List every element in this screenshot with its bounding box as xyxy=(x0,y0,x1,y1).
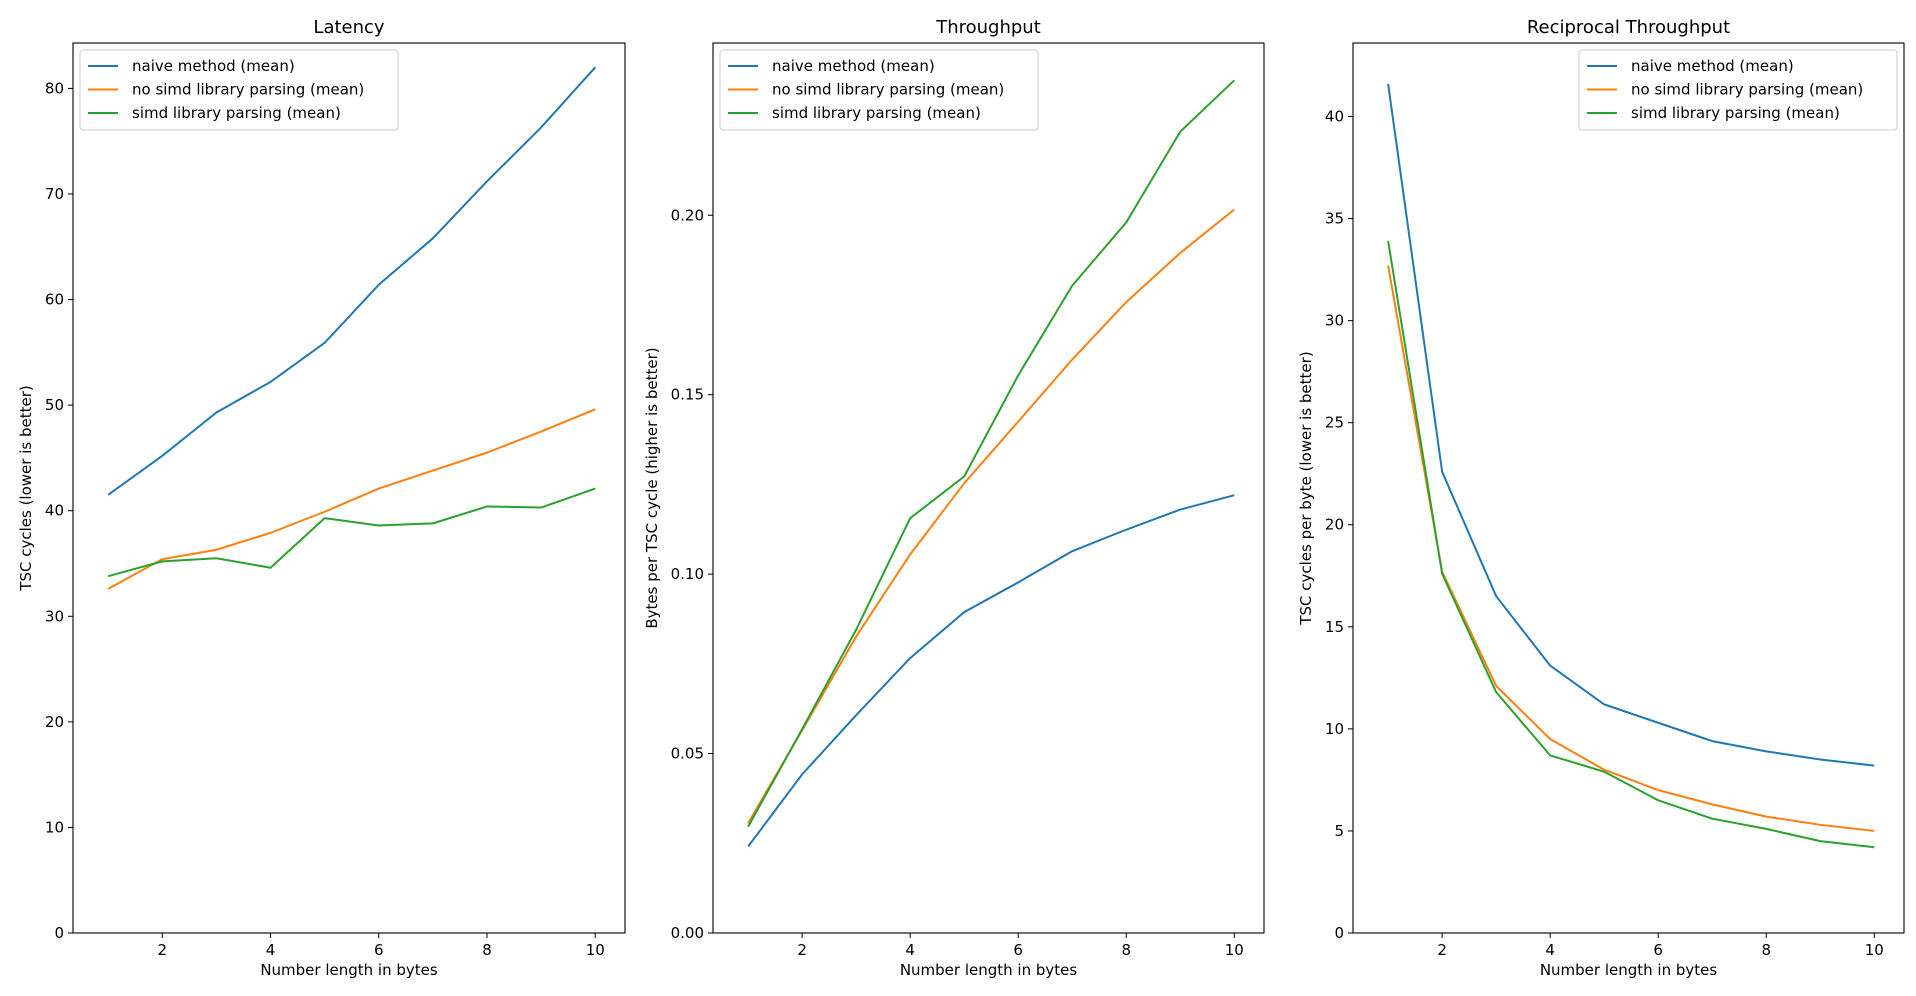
y-tick-label: 25 xyxy=(1325,414,1344,432)
x-tick-label: 10 xyxy=(1225,941,1244,959)
y-axis-label: TSC cycles per byte (lower is better) xyxy=(1297,351,1315,625)
y-tick-label: 40 xyxy=(45,502,64,520)
x-tick-label: 6 xyxy=(1653,941,1663,959)
legend: naive method (mean) no simd library parsi… xyxy=(719,49,1039,131)
legend: naive method (mean) no simd library parsi… xyxy=(79,49,399,131)
x-axis-label: Number length in bytes xyxy=(260,961,438,979)
legend-label-1: naive method (mean) xyxy=(772,57,935,75)
x-tick-label: 8 xyxy=(1761,941,1771,959)
x-tick-label: 4 xyxy=(905,941,915,959)
y-tick-label: 35 xyxy=(1325,210,1344,228)
series-line-1 xyxy=(107,66,596,496)
series-line-2 xyxy=(747,208,1235,824)
plot-frame xyxy=(72,42,626,934)
legend-box xyxy=(719,49,1039,131)
series-line-3 xyxy=(1387,240,1875,849)
chart-title: Throughput xyxy=(935,17,1041,38)
y-tick-label: 0 xyxy=(54,924,64,942)
y-tick-label: 0 xyxy=(1334,924,1344,942)
y-tick-label: 5 xyxy=(1334,822,1344,840)
x-tick-label: 4 xyxy=(1545,941,1555,959)
series-line-3 xyxy=(747,79,1235,828)
x-tick-label: 10 xyxy=(1865,941,1884,959)
series-line-2 xyxy=(107,408,596,590)
legend-label-2: no simd library parsing (mean) xyxy=(1631,81,1863,99)
x-tick-label: 4 xyxy=(266,941,276,959)
legend-label-2: no simd library parsing (mean) xyxy=(772,81,1004,99)
x-tick-label: 8 xyxy=(1121,941,1131,959)
y-tick-label: 20 xyxy=(45,713,64,731)
y-tick-label: 60 xyxy=(45,291,64,309)
x-tick-label: 6 xyxy=(374,941,384,959)
x-tick-label: 2 xyxy=(1437,941,1447,959)
legend-label-1: naive method (mean) xyxy=(132,57,295,75)
x-tick-label: 6 xyxy=(1013,941,1023,959)
plot-frame xyxy=(712,42,1265,934)
y-tick-label: 0.20 xyxy=(671,206,704,224)
y-tick-label: 50 xyxy=(45,396,64,414)
y-tick-label: 20 xyxy=(1325,516,1344,534)
chart-panel-3: Reciprocal Throughput 2 4 6 8 10 0 5 10 15 20 25 30 3… xyxy=(1297,17,1905,979)
chart-title: Reciprocal Throughput xyxy=(1527,17,1730,38)
plot-frame xyxy=(1352,42,1905,934)
y-tick-label: 40 xyxy=(1325,107,1344,125)
y-tick-label: 0.15 xyxy=(671,386,704,404)
legend: naive method (mean) no simd library parsi… xyxy=(1578,49,1898,131)
y-axis-label: TSC cycles (lower is better) xyxy=(17,385,35,591)
series-line-1 xyxy=(1387,83,1875,767)
legend-box xyxy=(79,49,399,131)
x-axis-label: Number length in bytes xyxy=(1540,961,1718,979)
y-tick-label: 15 xyxy=(1325,618,1344,636)
chart-panel-1: Latency 2 4 6 8 10 0 10 20 30 40 50 60 70 80 Number len… xyxy=(17,17,626,979)
y-tick-label: 0.10 xyxy=(671,565,704,583)
legend-label-2: no simd library parsing (mean) xyxy=(132,81,364,99)
y-tick-label: 0.00 xyxy=(671,924,704,942)
chart-panel-2: Throughput 2 4 6 8 10 0.00 0.05 0.10 0.15 0.20 Numb… xyxy=(643,17,1265,979)
x-tick-label: 8 xyxy=(482,941,492,959)
y-tick-label: 10 xyxy=(1325,720,1344,738)
x-tick-label: 2 xyxy=(797,941,807,959)
x-axis-label: Number length in bytes xyxy=(900,961,1078,979)
y-tick-label: 10 xyxy=(45,818,64,836)
legend-label-3: simd library parsing (mean) xyxy=(772,104,981,122)
y-tick-label: 30 xyxy=(45,607,64,625)
series-line-3 xyxy=(107,487,596,578)
y-tick-label: 80 xyxy=(45,79,64,97)
y-tick-label: 0.05 xyxy=(671,745,704,763)
y-tick-label: 30 xyxy=(1325,312,1344,330)
y-tick-label: 70 xyxy=(45,185,64,203)
series-line-2 xyxy=(1387,265,1875,832)
legend-label-3: simd library parsing (mean) xyxy=(1631,104,1840,122)
x-tick-label: 2 xyxy=(158,941,168,959)
legend-box xyxy=(1578,49,1898,131)
legend-label-3: simd library parsing (mean) xyxy=(132,104,341,122)
x-tick-label: 10 xyxy=(586,941,605,959)
legend-label-1: naive method (mean) xyxy=(1631,57,1794,75)
chart-title: Latency xyxy=(313,17,384,38)
y-axis-label: Bytes per TSC cycle (higher is better) xyxy=(643,347,661,628)
series-line-1 xyxy=(747,494,1235,848)
